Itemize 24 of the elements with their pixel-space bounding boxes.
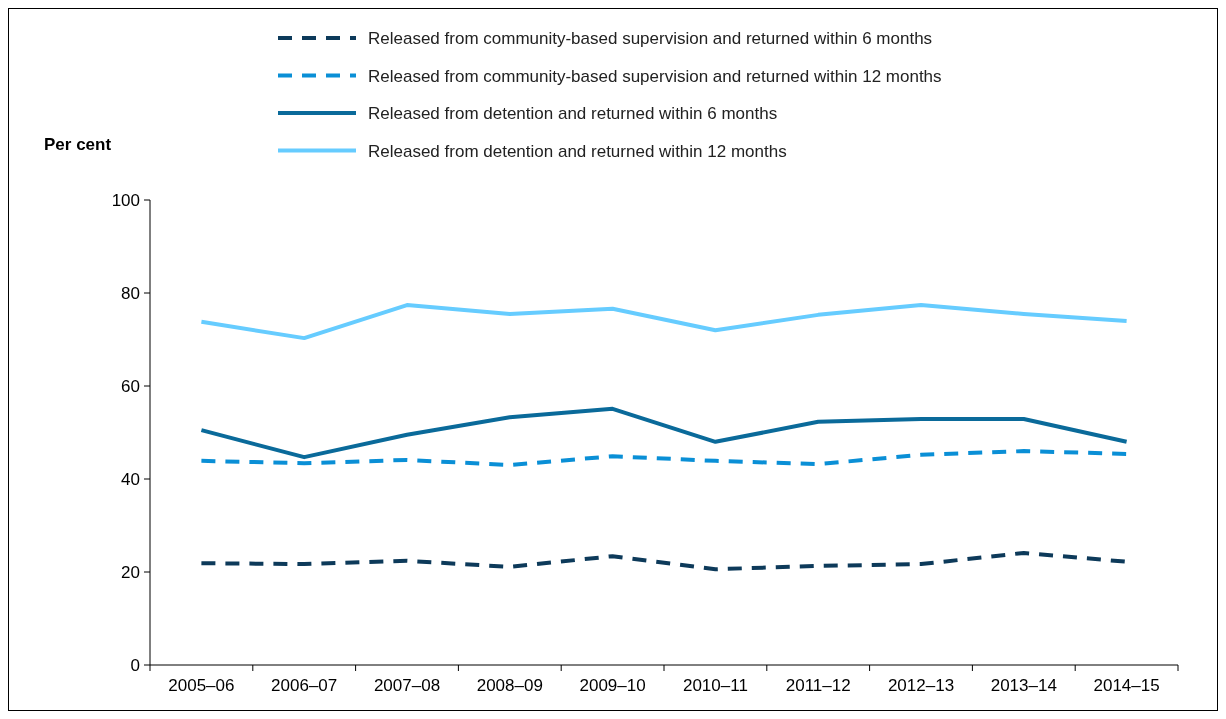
x-tick-label: 2012–13 xyxy=(887,676,955,695)
legend-label: Released from detention and returned within 6 months xyxy=(368,104,778,123)
y-tick-label: 100 xyxy=(111,191,140,210)
x-tick-label: 2007–08 xyxy=(373,676,441,695)
x-tick-label: 2009–10 xyxy=(579,676,646,695)
y-tick-label: 0 xyxy=(130,656,140,675)
y-tick-label: 20 xyxy=(121,563,140,582)
legend-label: Released from community-based supervision and returned within 12 months xyxy=(368,66,942,86)
legend-label: Released from community-based supervision and returned within 6 months xyxy=(368,29,933,48)
y-axis-title: Per cent xyxy=(44,135,112,154)
line-series xyxy=(199,303,1129,341)
x-tick-label: 2010–11 xyxy=(682,676,748,695)
legend-label: Released from detention and returned within 12 months xyxy=(368,141,787,161)
y-tick-label: 40 xyxy=(121,470,140,489)
x-tick-label: 2014–15 xyxy=(1093,676,1160,695)
line-series xyxy=(199,449,1129,468)
x-tick-label: 2008–09 xyxy=(476,676,543,695)
line-series xyxy=(199,406,1129,460)
x-tick-label: 2011–12 xyxy=(785,676,851,695)
x-tick-label: 2005–06 xyxy=(168,676,235,695)
y-tick-label: 60 xyxy=(121,377,140,396)
x-tick-label: 2006–07 xyxy=(271,676,338,695)
y-tick-label: 80 xyxy=(121,284,140,303)
x-tick-label: 2013–14 xyxy=(990,676,1057,695)
